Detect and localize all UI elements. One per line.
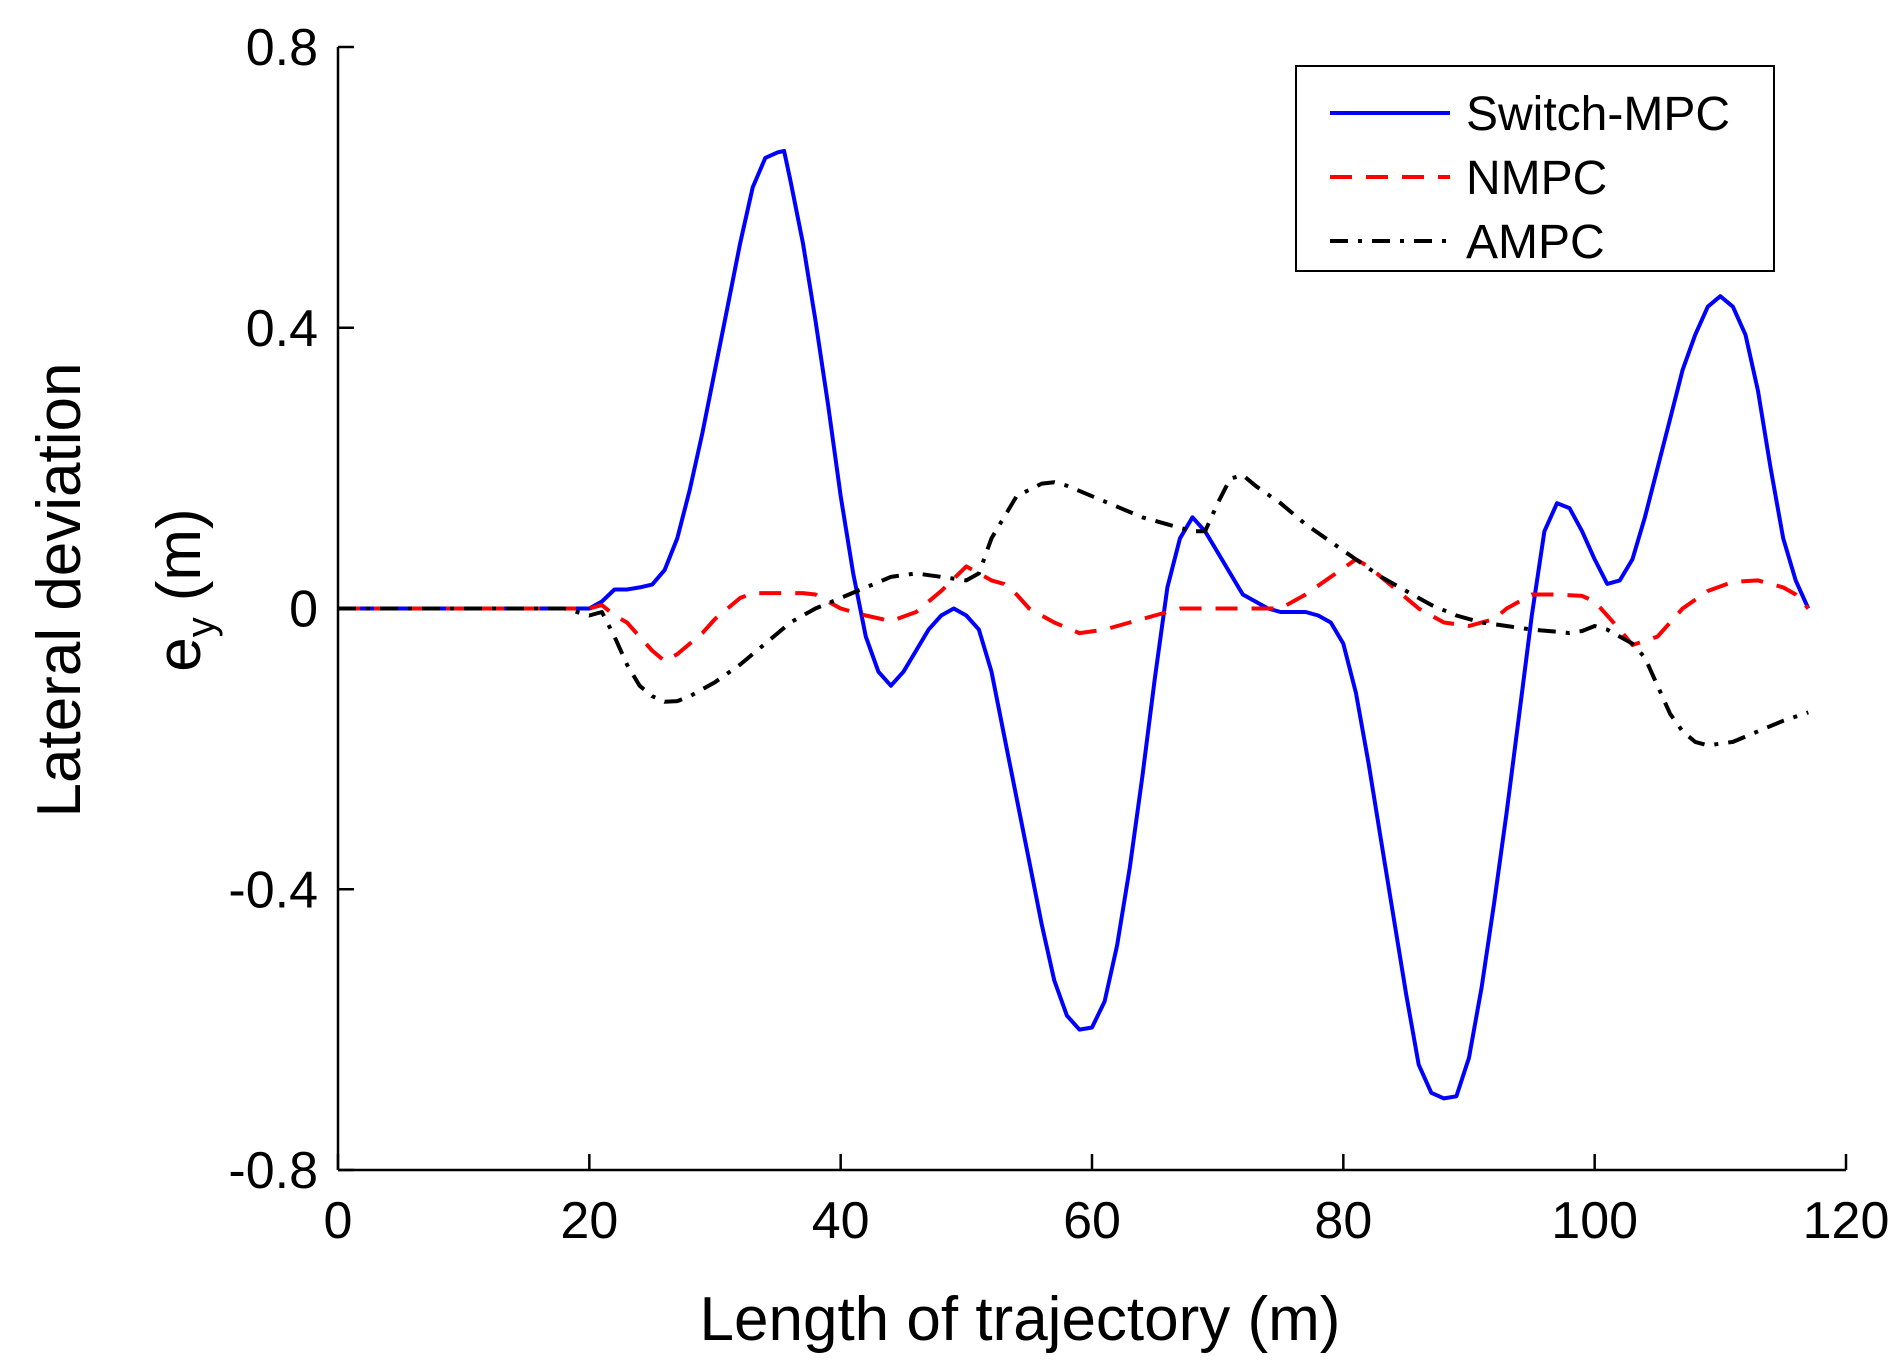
y-tick-label: 0 xyxy=(289,581,318,639)
x-tick-label: 80 xyxy=(1314,1192,1372,1250)
y-tick-label: 0.4 xyxy=(246,300,318,358)
series-line-switch-mpc xyxy=(338,148,1811,1101)
legend: Switch-MPC NMPC AMPC xyxy=(1295,65,1775,272)
x-tick-label: 120 xyxy=(1803,1192,1890,1250)
x-tick-label: 100 xyxy=(1551,1192,1638,1250)
y-axis-title: Lateral deviation ey (m) xyxy=(25,363,223,818)
legend-items: Switch-MPC NMPC AMPC xyxy=(1330,88,1730,269)
legend-label-ampc: AMPC xyxy=(1466,216,1605,269)
legend-label-switch-mpc: Switch-MPC xyxy=(1466,88,1730,141)
y-axis-unit: (m) xyxy=(145,508,214,601)
y-axis-title-symbol: ey (m) xyxy=(145,508,223,671)
plot-area: 0 20 40 60 80 100 120 0.8 0.4 0 -0.4 -0.8 xyxy=(228,19,1889,1250)
x-tick-label: 20 xyxy=(560,1192,618,1250)
axis-ticks: 0 20 40 60 80 100 120 0.8 0.4 0 -0.4 -0.8 xyxy=(228,19,1889,1250)
x-axis-title: Length of trajectory (m) xyxy=(700,1285,1341,1354)
y-axis-title-main: Lateral deviation xyxy=(25,363,94,818)
series-line-nmpc xyxy=(338,557,1810,664)
y-axis-symbol: e xyxy=(145,637,214,671)
y-tick-label: -0.8 xyxy=(228,1142,318,1200)
x-tick-label: 40 xyxy=(812,1192,870,1250)
y-tick-label: 0.8 xyxy=(246,19,318,77)
series-line-ampc xyxy=(338,473,1809,748)
legend-label-nmpc: NMPC xyxy=(1466,152,1607,205)
x-tick-label: 0 xyxy=(324,1192,353,1250)
series-layer xyxy=(338,148,1811,1101)
x-tick-label: 60 xyxy=(1063,1192,1121,1250)
y-axis-subscript: y xyxy=(179,617,223,637)
y-tick-label: -0.4 xyxy=(228,861,318,919)
legend-box xyxy=(1295,65,1775,272)
